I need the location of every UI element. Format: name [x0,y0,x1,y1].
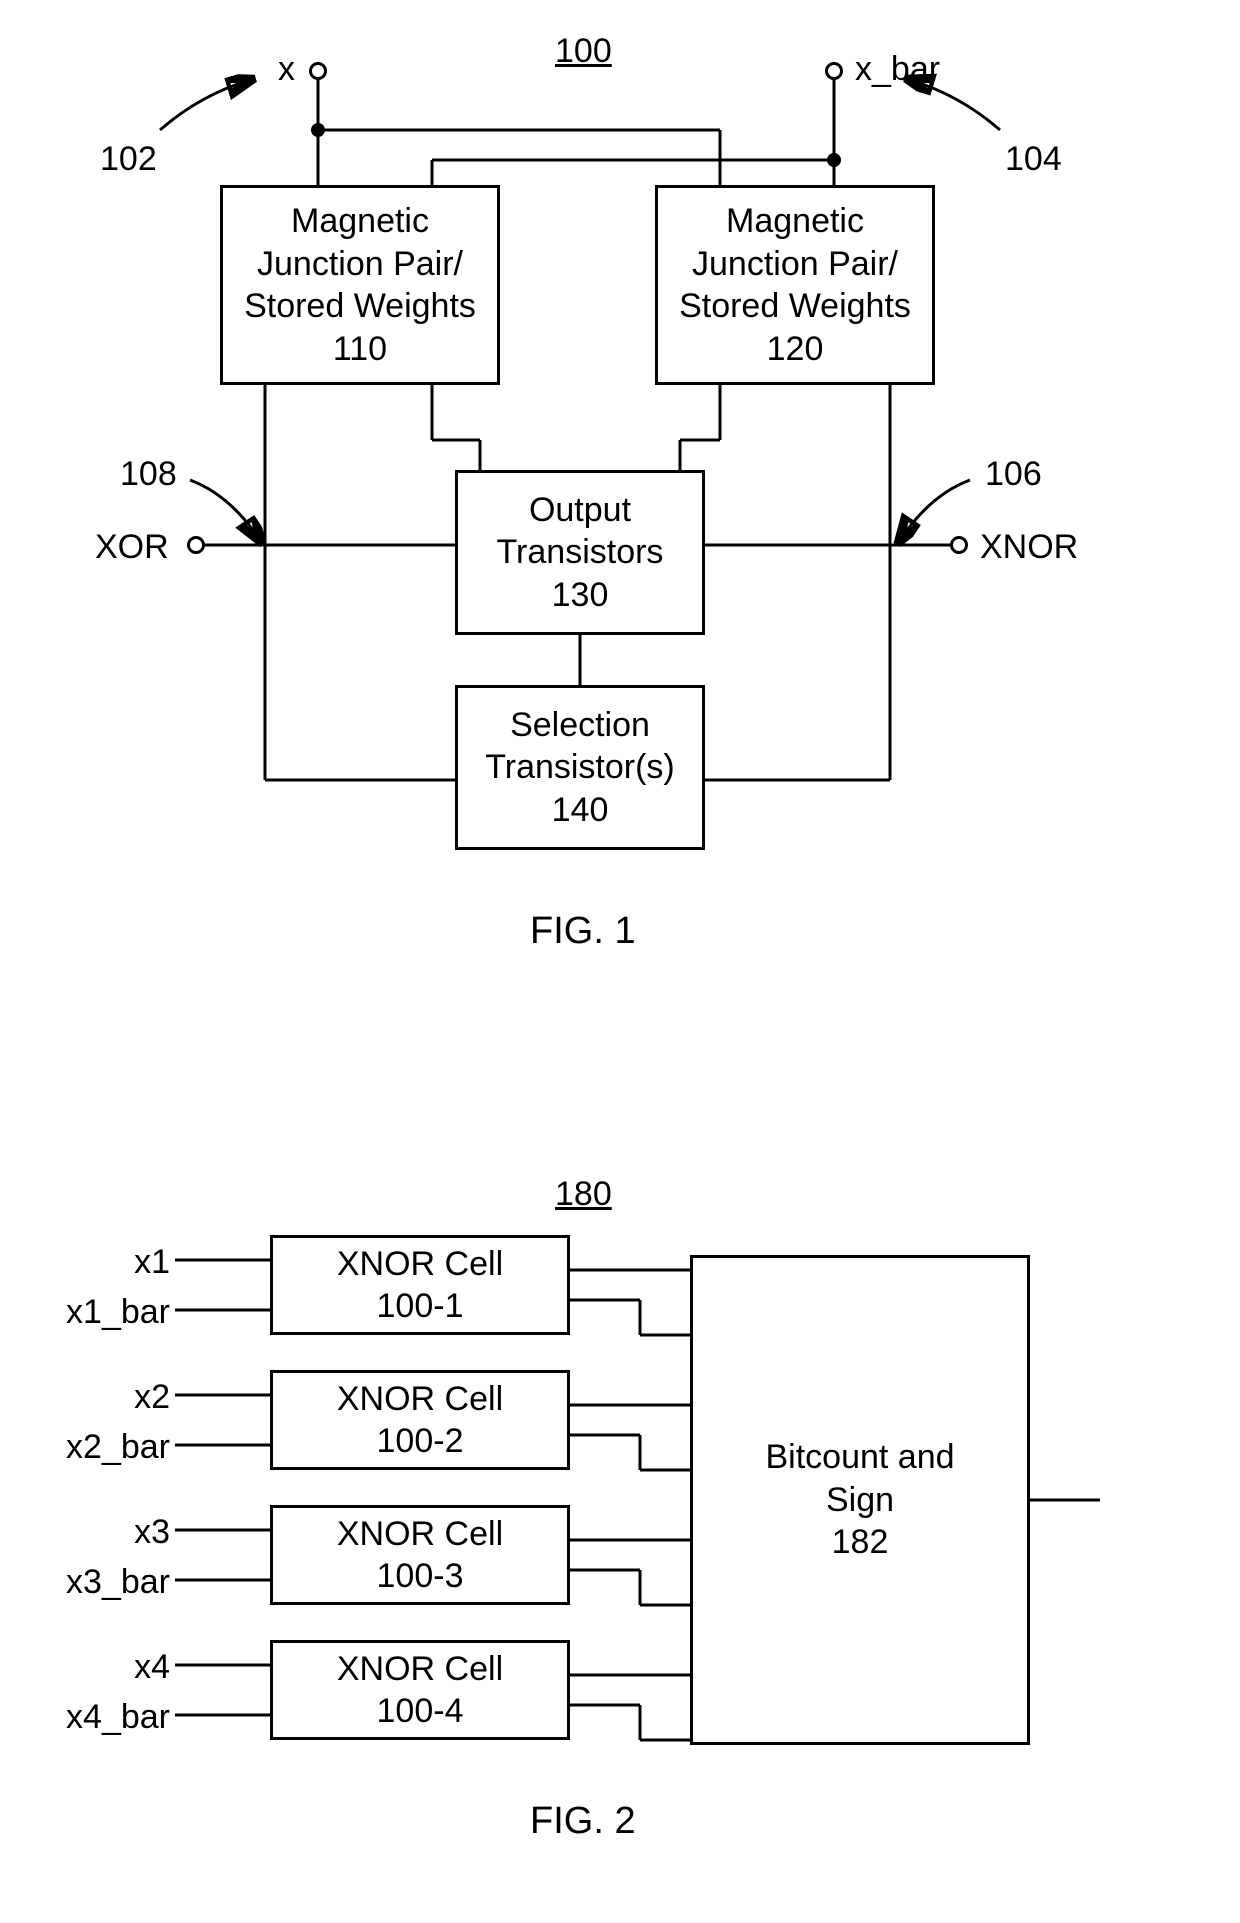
terminal-x [309,62,327,80]
box-120: Magnetic Junction Pair/ Stored Weights 1… [655,185,935,385]
box-140: Selection Transistor(s) 140 [455,685,705,850]
box120-line3: Stored Weights [679,285,911,328]
input-x2: x2 [115,1378,170,1417]
cell3-ref: 100-3 [377,1555,464,1598]
cell4-ref: 100-4 [377,1690,464,1733]
terminal-xbar [825,62,843,80]
box110-ref: 110 [333,328,387,371]
input-x2bar: x2_bar [50,1428,170,1467]
fig2-caption: FIG. 2 [530,1800,636,1843]
diagram-lines [0,0,1240,1923]
box130-line1: Output [529,489,631,532]
ref-104: 104 [1005,140,1062,179]
box-110: Magnetic Junction Pair/ Stored Weights 1… [220,185,500,385]
box130-ref: 130 [552,574,609,617]
box140-ref: 140 [552,789,609,832]
bitcount-line1: Bitcount and [765,1436,954,1479]
fig1-ref-main: 100 [555,32,612,71]
xnor-cell-1: XNOR Cell 100-1 [270,1235,570,1335]
box110-line2: Junction Pair/ [257,243,463,286]
box130-line2: Transistors [497,531,664,574]
cell3-title: XNOR Cell [337,1513,503,1556]
cell2-ref: 100-2 [377,1420,464,1463]
xnor-cell-3: XNOR Cell 100-3 [270,1505,570,1605]
input-xbar-label: x_bar [855,50,940,89]
input-x3bar: x3_bar [50,1563,170,1602]
terminal-xnor [950,536,968,554]
bitcount-ref: 182 [832,1521,889,1564]
box140-line1: Selection [510,704,650,747]
input-x1bar: x1_bar [50,1293,170,1332]
input-x4bar: x4_bar [50,1698,170,1737]
box-130: Output Transistors 130 [455,470,705,635]
box110-line1: Magnetic [291,200,429,243]
xnor-cell-2: XNOR Cell 100-2 [270,1370,570,1470]
ref-102: 102 [100,140,157,179]
junction-dot [311,123,325,137]
cell2-title: XNOR Cell [337,1378,503,1421]
xor-label: XOR [95,528,169,567]
box110-line3: Stored Weights [244,285,476,328]
bitcount-box: Bitcount and Sign 182 [690,1255,1030,1745]
box140-line2: Transistor(s) [485,746,675,789]
input-x4: x4 [115,1648,170,1687]
fig2-ref-main: 180 [555,1175,612,1214]
box120-line1: Magnetic [726,200,864,243]
page: 100 x x_bar 102 104 Magnetic Junction Pa… [0,0,1240,1923]
cell4-title: XNOR Cell [337,1648,503,1691]
fig1-caption: FIG. 1 [530,910,636,953]
ref-108: 108 [120,455,177,494]
input-x1: x1 [115,1243,170,1282]
input-x-label: x [278,50,295,89]
xnor-cell-4: XNOR Cell 100-4 [270,1640,570,1740]
box120-line2: Junction Pair/ [692,243,898,286]
cell1-title: XNOR Cell [337,1243,503,1286]
ref-106: 106 [985,455,1042,494]
input-x3: x3 [115,1513,170,1552]
junction-dot [827,153,841,167]
terminal-xor [187,536,205,554]
xnor-label: XNOR [980,528,1078,567]
box120-ref: 120 [767,328,824,371]
bitcount-line2: Sign [826,1479,894,1522]
cell1-ref: 100-1 [377,1285,464,1328]
